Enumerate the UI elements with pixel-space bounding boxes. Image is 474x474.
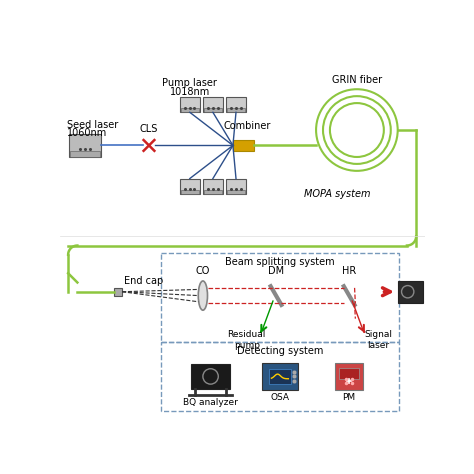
Text: End cap: End cap — [124, 276, 164, 286]
FancyBboxPatch shape — [204, 190, 222, 194]
FancyBboxPatch shape — [227, 190, 245, 194]
FancyBboxPatch shape — [70, 151, 100, 157]
Text: Signal
laser: Signal laser — [365, 330, 392, 350]
Text: DM: DM — [268, 265, 284, 275]
FancyBboxPatch shape — [180, 179, 200, 194]
Ellipse shape — [198, 281, 208, 310]
Text: Pump laser: Pump laser — [163, 78, 217, 89]
Text: 1018nm: 1018nm — [170, 87, 210, 97]
FancyBboxPatch shape — [262, 364, 298, 390]
Text: CO: CO — [196, 265, 210, 275]
Text: GRIN fiber: GRIN fiber — [332, 75, 382, 85]
FancyBboxPatch shape — [233, 140, 255, 151]
Text: Residual
pump: Residual pump — [228, 330, 266, 350]
FancyBboxPatch shape — [335, 364, 363, 390]
Text: Beam splitting system: Beam splitting system — [225, 257, 335, 267]
Text: HR: HR — [342, 265, 356, 275]
FancyBboxPatch shape — [181, 109, 199, 112]
FancyBboxPatch shape — [181, 190, 199, 194]
FancyBboxPatch shape — [69, 134, 101, 157]
Text: 1060nm: 1060nm — [66, 128, 107, 138]
FancyBboxPatch shape — [203, 179, 223, 194]
FancyBboxPatch shape — [114, 288, 122, 296]
Text: CLS: CLS — [140, 124, 158, 134]
FancyBboxPatch shape — [204, 109, 222, 112]
FancyBboxPatch shape — [226, 179, 246, 194]
Text: PM: PM — [343, 393, 356, 402]
FancyBboxPatch shape — [399, 281, 423, 302]
Text: BQ analyzer: BQ analyzer — [183, 398, 238, 407]
FancyBboxPatch shape — [269, 369, 291, 384]
FancyBboxPatch shape — [191, 364, 230, 389]
FancyBboxPatch shape — [180, 97, 200, 112]
Text: Combiner: Combiner — [224, 121, 271, 131]
Text: Detecting system: Detecting system — [237, 346, 323, 356]
FancyBboxPatch shape — [339, 368, 359, 379]
Text: MOPA system: MOPA system — [304, 189, 371, 200]
Text: Seed laser: Seed laser — [66, 120, 118, 130]
FancyBboxPatch shape — [227, 109, 245, 112]
FancyBboxPatch shape — [226, 97, 246, 112]
FancyBboxPatch shape — [203, 97, 223, 112]
Text: OSA: OSA — [270, 393, 290, 402]
